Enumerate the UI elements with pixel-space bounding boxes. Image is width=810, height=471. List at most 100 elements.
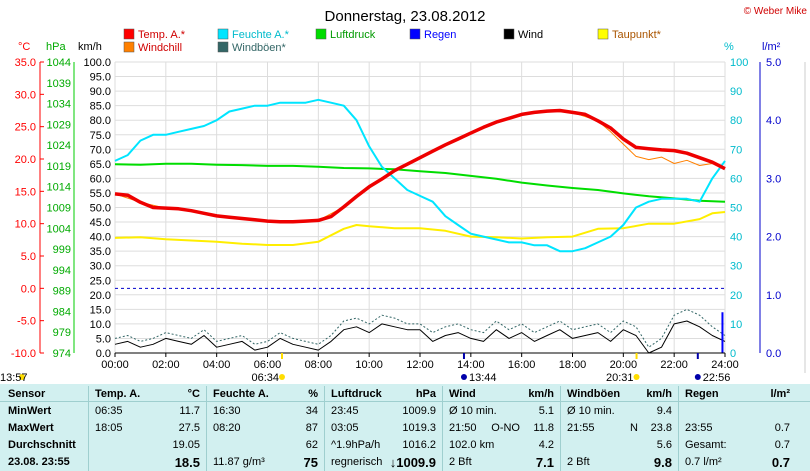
tick-percent: 0	[730, 348, 736, 360]
hdr-wind: Wind	[449, 388, 476, 400]
tick-percent: 90	[730, 86, 742, 98]
tick-kmh: 55.0	[90, 188, 111, 200]
cell-temp-val: 27.5	[178, 422, 200, 434]
cell-gust-val: 5.6	[656, 439, 672, 451]
legend-label-2: Feuchte A.*	[232, 29, 290, 41]
cell-wind-a: 102.0 km	[449, 439, 495, 451]
tick-percent: 60	[730, 173, 742, 185]
cell-label: 23.08. 23:55	[8, 456, 70, 468]
tick-kmh: 85.0	[90, 101, 111, 113]
hdr-rain: Regen	[685, 388, 719, 400]
cell-wind-val: 5.1	[538, 405, 554, 417]
cell-label: Durchschnitt	[8, 439, 76, 451]
tick-kmh: 0.0	[96, 348, 111, 360]
legend-swatch-0	[123, 28, 135, 40]
tick-kmh: 95.0	[90, 72, 111, 84]
cell-hum-time: 16:30	[213, 405, 241, 417]
legend-label-0: Temp. A.*	[138, 29, 186, 41]
hdr-hum: Feuchte A.	[213, 388, 269, 400]
tick-kmh: 30.0	[90, 261, 111, 273]
x-tick-label: 14:00	[457, 359, 485, 371]
legend-label-3: Windböen*	[232, 42, 287, 54]
tick-kmh: 35.0	[90, 246, 111, 258]
cell-gust-a: 21:55	[567, 422, 595, 434]
tick-celsius: -5.0	[17, 316, 36, 328]
cell-rain-a: 0.7 l/m²	[685, 456, 722, 468]
cell-rain-val: 0.7	[771, 455, 790, 470]
cell-gust-val: 9.8	[653, 455, 672, 470]
legend-swatch-2	[217, 28, 229, 40]
marker-dot	[694, 374, 701, 380]
credit-label: © Weber Mike	[744, 6, 808, 17]
legend: Temp. A.*Windchill Feuchte A.*Windböen* Lu…	[123, 28, 662, 54]
tick-hpa: 999	[53, 244, 71, 256]
x-tick-label: 18:00	[559, 359, 587, 371]
tick-celsius: -10.0	[11, 348, 36, 360]
cell-press-time: ^1.9hPa/h	[331, 439, 381, 451]
marker-dot	[460, 374, 467, 380]
tick-lm2: 2.0	[766, 232, 781, 244]
axis-label-percent: %	[724, 41, 734, 53]
x-tick-label: 06:00	[254, 359, 282, 371]
tick-celsius: 15.0	[15, 186, 36, 198]
tick-hpa: 989	[53, 286, 71, 298]
cell-press-val: 1016.2	[402, 439, 436, 451]
x-tick-label: 10:00	[355, 359, 383, 371]
grid	[114, 61, 726, 354]
cell-press-val: 1009.9	[402, 405, 436, 417]
hdr-gust-unit: km/h	[646, 388, 672, 400]
cell-label: MinWert	[8, 405, 52, 417]
series-gust	[114, 308, 726, 348]
legend-label-6: Wind	[518, 29, 543, 41]
cell-press-time: 23:45	[331, 405, 359, 417]
legend-label-5: Regen	[424, 29, 456, 41]
cell-gust-b: N	[630, 422, 638, 434]
marker-label: 22:56	[703, 372, 731, 384]
tick-lm2: 0.0	[766, 348, 781, 360]
marker-dot	[633, 374, 640, 380]
tick-celsius: 10.0	[15, 219, 36, 231]
cell-hum-val: 34	[305, 405, 318, 417]
legend-swatch-5	[409, 28, 421, 40]
tick-percent: 80	[730, 115, 742, 127]
cell-temp-time: 18:05	[95, 422, 123, 434]
tick-kmh: 50.0	[90, 203, 111, 215]
marker-label: 06:34	[251, 372, 279, 384]
legend-swatch-7	[597, 28, 609, 40]
x-tick-label: 24:00	[711, 359, 739, 371]
tick-percent: 10	[730, 319, 742, 331]
tick-hpa: 994	[53, 265, 71, 277]
series-wind	[114, 320, 726, 354]
tick-lm2: 3.0	[766, 173, 781, 185]
tick-percent: 70	[730, 144, 742, 156]
tick-kmh: 60.0	[90, 173, 111, 185]
cell-gust-a: Ø 10 min.	[567, 405, 615, 417]
tick-hpa: 974	[53, 348, 71, 360]
tick-kmh: 25.0	[90, 275, 111, 287]
x-tick-label: 04:00	[203, 359, 231, 371]
cell-rain-val: 0.7	[774, 422, 790, 434]
stats-table	[0, 384, 810, 471]
tick-hpa: 1009	[47, 203, 71, 215]
tick-hpa: 1024	[47, 140, 71, 152]
legend-swatch-1	[123, 41, 135, 53]
x-tick-label: 16:00	[508, 359, 536, 371]
tick-hpa: 1004	[47, 223, 71, 235]
tick-hpa: 984	[53, 306, 71, 318]
cell-temp-val: 11.7	[179, 405, 200, 417]
table-row: 23.08. 23:55 18.5 11.87 g/m³ 75 regnerisch ↓1…	[0, 455, 810, 470]
tick-kmh: 10.0	[90, 319, 111, 331]
tick-kmh: 80.0	[90, 115, 111, 127]
tick-celsius: 20.0	[15, 154, 36, 166]
marker-dot	[19, 374, 25, 380]
tick-percent: 20	[730, 290, 742, 302]
cell-press-val: 1019.3	[402, 422, 436, 434]
cell-wind-a: 2 Bft	[449, 456, 472, 468]
cell-temp-val: 19.05	[172, 439, 200, 451]
axis-label-lm2: l/m²	[762, 41, 781, 53]
cell-hum-time: 08:20	[213, 422, 241, 434]
cell-temp-val: 18.5	[174, 455, 200, 470]
chart-title: Donnerstag, 23.08.2012	[325, 8, 486, 25]
hdr-wind-unit: km/h	[528, 388, 554, 400]
cell-hum-val: 75	[303, 455, 318, 470]
